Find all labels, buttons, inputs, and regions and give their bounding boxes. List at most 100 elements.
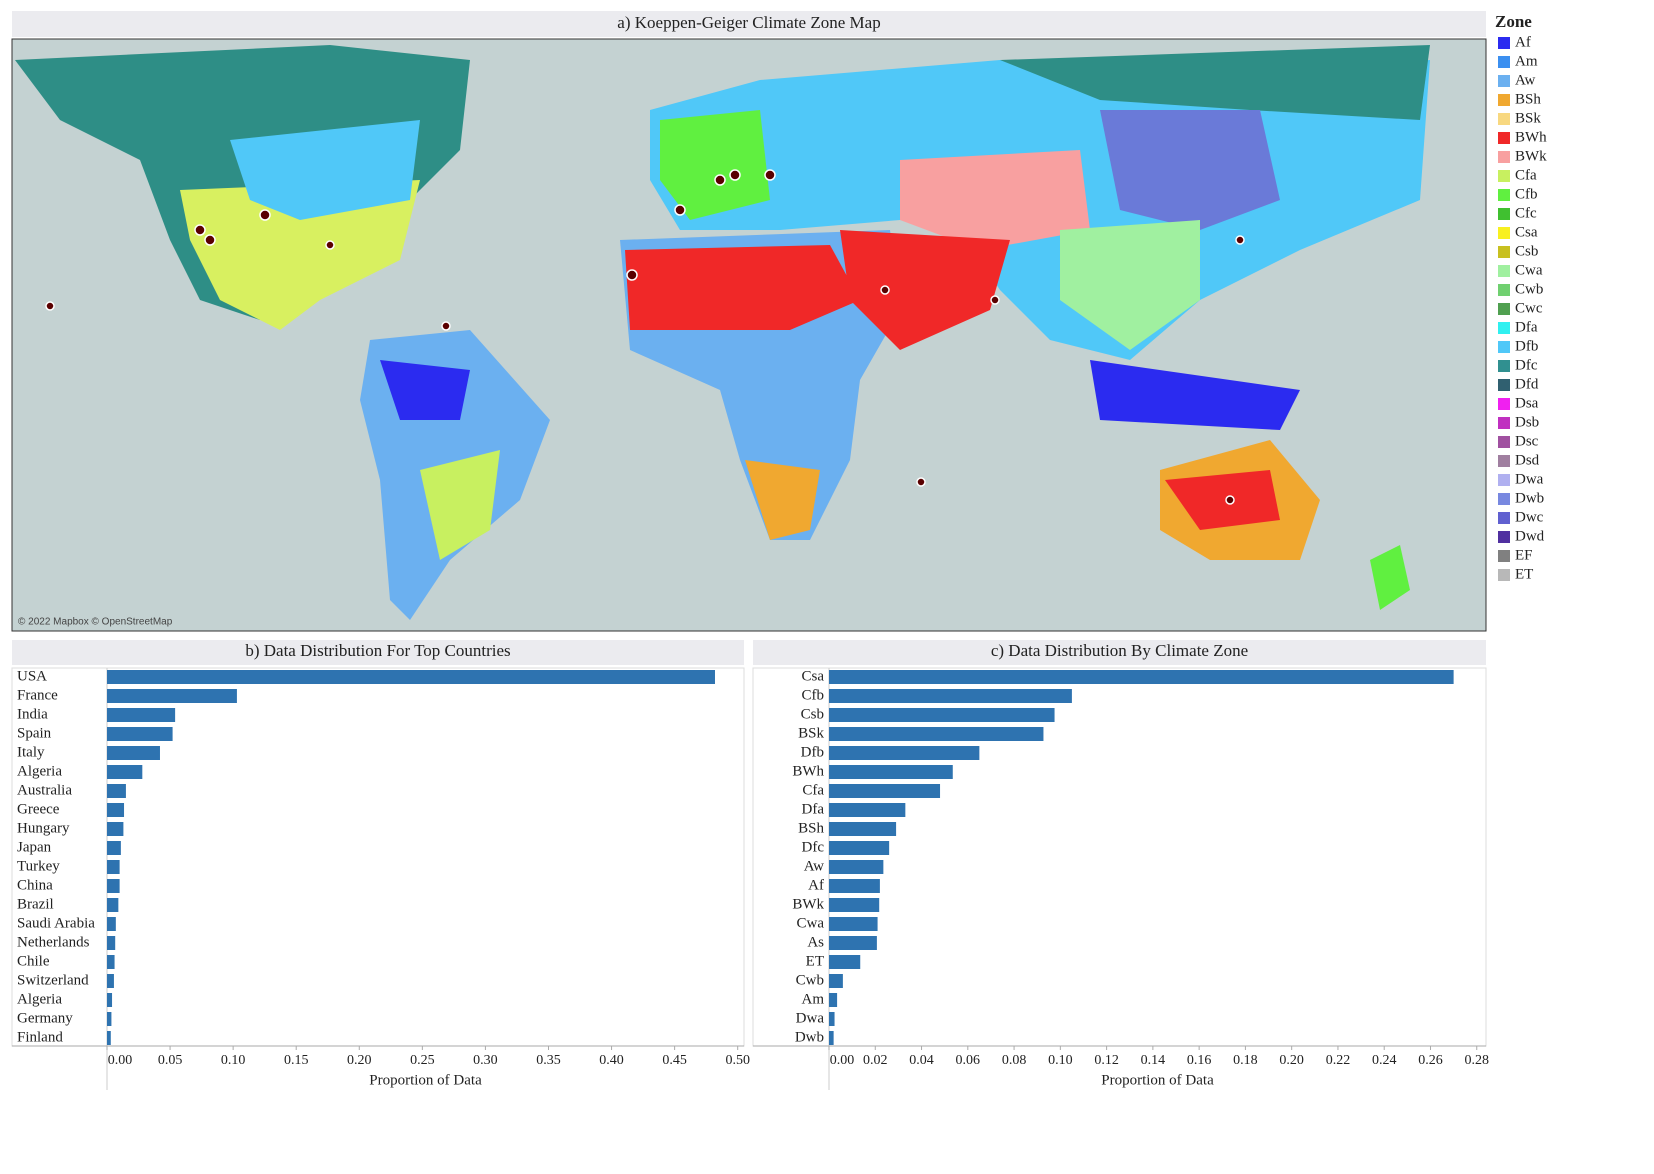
legend-label: Aw	[1515, 72, 1535, 88]
x-tick-label: 0.15	[284, 1053, 309, 1068]
legend-swatch	[1498, 56, 1510, 68]
y-tick-label: Algeria	[17, 763, 62, 779]
bar	[829, 841, 890, 855]
bar	[107, 955, 115, 969]
y-tick-label: Japan	[17, 839, 52, 855]
legend-swatch	[1498, 227, 1510, 239]
legend-swatch	[1498, 94, 1510, 106]
legend-swatch	[1498, 474, 1510, 486]
legend-label: Am	[1515, 53, 1538, 69]
x-tick-label: 0.12	[1094, 1053, 1119, 1068]
x-axis-label: Proportion of Data	[1101, 1072, 1214, 1088]
y-tick-label: Australia	[17, 782, 72, 798]
x-tick-label: 0.05	[158, 1053, 183, 1068]
bar	[829, 784, 941, 798]
legend-swatch	[1498, 398, 1510, 410]
legend-label: Csa	[1515, 224, 1538, 240]
x-tick-label: 0.35	[536, 1053, 561, 1068]
bar	[107, 727, 173, 741]
y-tick-label: Dwa	[796, 1010, 825, 1026]
x-tick-label: 0.08	[1002, 1053, 1027, 1068]
x-tick-label: 0.14	[1141, 1053, 1166, 1068]
map: © 2022 Mapbox © OpenStreetMap	[11, 38, 1487, 632]
y-tick-label: BSk	[798, 725, 824, 741]
bar	[107, 803, 125, 817]
x-tick-label: 0.22	[1326, 1053, 1351, 1068]
y-tick-label: Dfc	[802, 839, 825, 855]
y-tick-label: Turkey	[17, 858, 60, 874]
legend-label: Dfd	[1515, 376, 1539, 392]
bar	[107, 898, 119, 912]
legend-label: Dsa	[1515, 395, 1539, 411]
bar	[829, 822, 897, 836]
plot-frame	[752, 667, 1487, 1047]
chart-title: b) Data Distribution For Top Countries	[245, 641, 510, 660]
x-tick-label: 0.00	[830, 1053, 855, 1068]
indonesia	[1090, 360, 1300, 430]
us-region	[180, 180, 420, 330]
bar	[829, 803, 906, 817]
legend-swatch	[1498, 493, 1510, 505]
canada-south	[230, 120, 420, 220]
legend-label: Dsd	[1515, 452, 1540, 468]
legend-swatch	[1498, 512, 1510, 524]
legend-label: Cfb	[1515, 186, 1538, 202]
y-tick-label: Dwb	[795, 1029, 824, 1045]
y-tick-label: Af	[808, 877, 824, 893]
x-tick-label: 0.20	[1279, 1053, 1304, 1068]
y-tick-label: Cwb	[796, 972, 824, 988]
bar	[107, 974, 114, 988]
legend-swatch	[1498, 417, 1510, 429]
legend-label: Dwc	[1515, 509, 1544, 525]
map-title-band	[12, 11, 1486, 37]
bar	[829, 955, 861, 969]
legend-label: BSh	[1515, 91, 1541, 107]
legend-label: Af	[1515, 34, 1531, 50]
australia-desert	[1165, 470, 1280, 530]
legend-swatch	[1498, 265, 1510, 277]
x-tick-label: 0.06	[956, 1053, 981, 1068]
x-tick-label: 0.10	[1048, 1053, 1073, 1068]
y-tick-label: Cfb	[802, 687, 825, 703]
legend-swatch	[1498, 322, 1510, 334]
legend-label: BWk	[1515, 148, 1547, 164]
y-tick-label: Greece	[17, 801, 60, 817]
legend-label: Dwa	[1515, 471, 1544, 487]
legend-label: ET	[1515, 566, 1533, 582]
amazon	[380, 360, 470, 420]
map-attribution: © 2022 Mapbox © OpenStreetMap	[18, 617, 173, 628]
y-tick-label: BWh	[792, 763, 824, 779]
y-tick-label: Germany	[17, 1010, 73, 1026]
bar	[829, 879, 880, 893]
legend-label: BWh	[1515, 129, 1547, 145]
legend-swatch	[1498, 208, 1510, 220]
bar	[107, 708, 176, 722]
x-tick-label: 0.50	[725, 1053, 750, 1068]
bar	[107, 936, 116, 950]
legend-label: Dwb	[1515, 490, 1544, 506]
central-asia	[900, 150, 1090, 250]
bar	[829, 746, 980, 760]
bar	[829, 727, 1044, 741]
y-tick-label: Csb	[801, 706, 824, 722]
legend-label: Cwc	[1515, 300, 1543, 316]
bar	[829, 708, 1055, 722]
panel-title-band	[12, 640, 744, 665]
legend-swatch	[1498, 75, 1510, 87]
y-tick-label: Dfb	[801, 744, 824, 760]
legend-swatch	[1498, 113, 1510, 125]
legend-label: Cwa	[1515, 262, 1543, 278]
legend-title: Zone	[1495, 12, 1532, 31]
east-siberia	[1100, 110, 1280, 230]
legend-swatch	[1498, 341, 1510, 353]
bar	[107, 860, 120, 874]
y-tick-label: Hungary	[17, 820, 70, 836]
bar	[829, 1031, 834, 1045]
south-brazil	[420, 450, 500, 560]
bar	[107, 917, 116, 931]
x-tick-label: 0.26	[1418, 1053, 1443, 1068]
bar	[107, 689, 237, 703]
legend-label: Dsb	[1515, 414, 1539, 430]
bar	[829, 689, 1072, 703]
